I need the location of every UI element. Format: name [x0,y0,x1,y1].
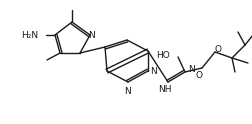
Text: N: N [124,88,131,96]
Text: N: N [88,31,95,40]
Text: N: N [187,65,194,75]
Text: N: N [150,66,157,76]
Text: O: O [195,72,202,80]
Text: NH: NH [158,86,171,94]
Text: H₂N: H₂N [21,31,38,40]
Text: HO: HO [156,50,169,60]
Text: O: O [214,46,220,55]
